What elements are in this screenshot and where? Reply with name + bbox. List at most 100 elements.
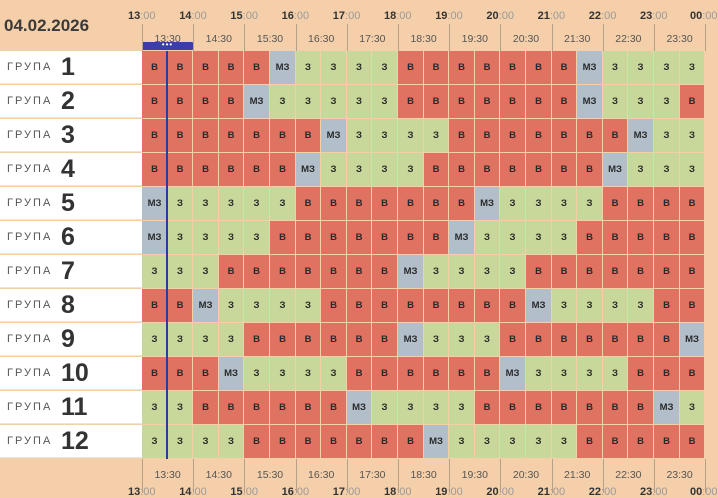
slot-cell[interactable]: В	[424, 289, 448, 322]
group-label[interactable]: ГРУПА 5	[0, 187, 142, 220]
slot-cell[interactable]: З	[168, 221, 192, 254]
slot-cell[interactable]: МЗ	[244, 85, 269, 118]
slot-cell[interactable]: В	[526, 119, 551, 152]
slot-cell[interactable]: В	[526, 255, 551, 288]
slot-cell[interactable]: З	[654, 51, 679, 84]
slot-cell[interactable]: В	[193, 85, 218, 118]
slot-cell[interactable]: МЗ	[398, 323, 423, 356]
slot-cell[interactable]: З	[577, 187, 602, 220]
slot-cell[interactable]: В	[577, 391, 602, 424]
slot-cell[interactable]: В	[475, 153, 499, 186]
slot-cell[interactable]: В	[168, 51, 192, 84]
slot-cell[interactable]: В	[603, 323, 627, 356]
slot-cell[interactable]: В	[142, 85, 167, 118]
slot-cell[interactable]: МЗ	[193, 289, 218, 322]
slot-cell[interactable]: З	[142, 323, 167, 356]
slot-cell[interactable]: В	[270, 323, 295, 356]
slot-cell[interactable]: З	[244, 357, 269, 390]
slot-cell[interactable]: З	[296, 51, 320, 84]
slot-cell[interactable]: В	[142, 119, 167, 152]
group-label[interactable]: ГРУПА 7	[0, 255, 142, 288]
slot-cell[interactable]: В	[526, 323, 551, 356]
slot-cell[interactable]: В	[347, 323, 371, 356]
slot-cell[interactable]: З	[526, 425, 551, 458]
slot-cell[interactable]: В	[372, 323, 397, 356]
group-label[interactable]: ГРУПА 10	[0, 357, 142, 390]
slot-cell[interactable]: З	[628, 51, 653, 84]
slot-cell[interactable]: З	[321, 51, 346, 84]
slot-cell[interactable]: В	[577, 255, 602, 288]
slot-cell[interactable]: МЗ	[628, 119, 653, 152]
slot-cell[interactable]: В	[603, 255, 627, 288]
slot-cell[interactable]: В	[680, 425, 704, 458]
slot-cell[interactable]: З	[347, 119, 371, 152]
slot-cell[interactable]: З	[552, 357, 576, 390]
slot-cell[interactable]: З	[321, 153, 346, 186]
slot-cell[interactable]: В	[475, 119, 499, 152]
slot-cell[interactable]: З	[219, 289, 243, 322]
slot-cell[interactable]: В	[475, 85, 499, 118]
slot-cell[interactable]: В	[603, 425, 627, 458]
slot-cell[interactable]: В	[347, 357, 371, 390]
slot-cell[interactable]: В	[219, 85, 243, 118]
slot-cell[interactable]: МЗ	[654, 391, 679, 424]
current-time-indicator[interactable]	[142, 42, 193, 50]
slot-cell[interactable]: В	[654, 187, 679, 220]
slot-cell[interactable]: В	[475, 391, 499, 424]
slot-cell[interactable]: В	[577, 323, 602, 356]
slot-cell[interactable]: В	[424, 357, 448, 390]
slot-cell[interactable]: В	[680, 289, 704, 322]
slot-cell[interactable]: В	[526, 391, 551, 424]
slot-cell[interactable]: В	[270, 153, 295, 186]
slot-cell[interactable]: З	[526, 187, 551, 220]
slot-cell[interactable]: З	[424, 323, 448, 356]
group-label[interactable]: ГРУПА 8	[0, 289, 142, 322]
slot-cell[interactable]: З	[193, 323, 218, 356]
slot-cell[interactable]: В	[628, 425, 653, 458]
slot-cell[interactable]: В	[424, 221, 448, 254]
slot-cell[interactable]: З	[628, 85, 653, 118]
slot-cell[interactable]: З	[398, 391, 423, 424]
slot-cell[interactable]: В	[296, 425, 320, 458]
slot-cell[interactable]: В	[296, 391, 320, 424]
slot-cell[interactable]: В	[270, 425, 295, 458]
slot-cell[interactable]: В	[372, 221, 397, 254]
slot-cell[interactable]: В	[244, 119, 269, 152]
slot-cell[interactable]: З	[321, 85, 346, 118]
slot-cell[interactable]: З	[142, 255, 167, 288]
slot-cell[interactable]: В	[449, 119, 474, 152]
slot-cell[interactable]: З	[142, 391, 167, 424]
slot-cell[interactable]: В	[321, 221, 346, 254]
slot-cell[interactable]: З	[654, 119, 679, 152]
slot-cell[interactable]: В	[270, 119, 295, 152]
slot-cell[interactable]: З	[475, 323, 499, 356]
slot-cell[interactable]: В	[526, 85, 551, 118]
slot-cell[interactable]: З	[449, 255, 474, 288]
slot-cell[interactable]: З	[680, 391, 704, 424]
slot-cell[interactable]: З	[372, 119, 397, 152]
slot-cell[interactable]: З	[577, 289, 602, 322]
slot-cell[interactable]: В	[398, 187, 423, 220]
slot-cell[interactable]: З	[270, 85, 295, 118]
slot-cell[interactable]: МЗ	[296, 153, 320, 186]
slot-cell[interactable]: В	[603, 221, 627, 254]
slot-cell[interactable]: В	[321, 289, 346, 322]
slot-cell[interactable]: З	[552, 221, 576, 254]
slot-cell[interactable]: В	[680, 255, 704, 288]
slot-cell[interactable]: З	[193, 255, 218, 288]
slot-cell[interactable]: В	[244, 391, 269, 424]
slot-cell[interactable]: З	[398, 153, 423, 186]
slot-cell[interactable]: В	[321, 391, 346, 424]
slot-cell[interactable]: МЗ	[475, 187, 499, 220]
slot-cell[interactable]: В	[577, 221, 602, 254]
slot-cell[interactable]: В	[347, 255, 371, 288]
slot-cell[interactable]: В	[347, 289, 371, 322]
slot-cell[interactable]: В	[577, 119, 602, 152]
slot-cell[interactable]: В	[552, 323, 576, 356]
slot-cell[interactable]: З	[603, 51, 627, 84]
slot-cell[interactable]: В	[219, 153, 243, 186]
slot-cell[interactable]: В	[603, 187, 627, 220]
slot-cell[interactable]: З	[193, 187, 218, 220]
group-label[interactable]: ГРУПА 1	[0, 51, 142, 84]
slot-cell[interactable]: МЗ	[577, 51, 602, 84]
